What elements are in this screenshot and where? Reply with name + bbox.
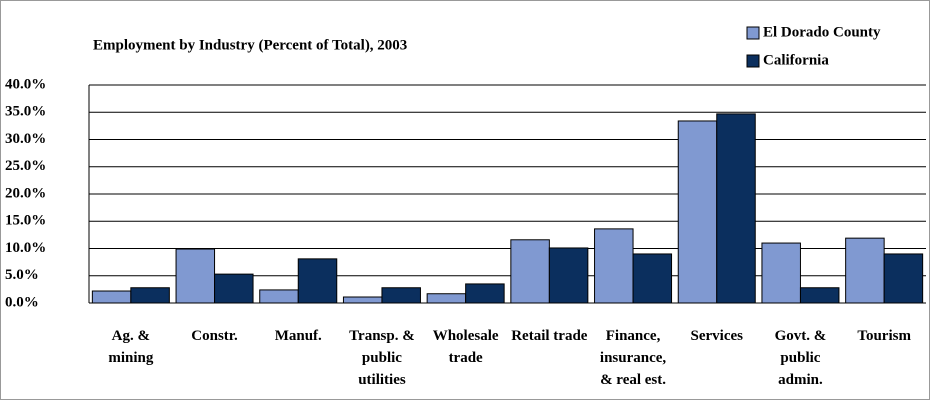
legend-label: El Dorado County [763,24,881,40]
y-tick-label: 5.0% [5,267,39,283]
bar [548,247,589,304]
legend-label: California [763,52,829,68]
x-tick-label: Tourism [857,328,911,344]
bar [632,253,673,304]
y-tick-label: 15.0% [5,213,46,229]
bar [510,239,550,304]
bar [426,293,467,304]
y-tick-label: 10.0% [5,240,46,256]
x-tick-label: Manuf. [274,328,322,344]
bar [130,287,170,304]
bar [214,273,254,304]
y-tick-label: 35.0% [5,104,46,120]
x-tick-label: Services [690,328,743,344]
y-tick-label: 20.0% [5,185,46,201]
bar [91,290,132,304]
bar [594,228,634,304]
bar [342,296,383,304]
bar [175,248,216,304]
bar [883,253,924,304]
x-tick-label: Wholesale trade [432,328,499,366]
legend-swatch [746,54,760,68]
y-tick-label: 25.0% [5,158,46,174]
y-tick-label: 40.0% [5,76,46,92]
bar [677,120,718,304]
y-tick-label: 0.0% [5,294,39,310]
x-tick-label: Govt. & public admin. [774,328,827,388]
chart-title: Employment by Industry (Percent of Total… [93,37,407,53]
legend-swatch [746,26,760,40]
bar [381,287,421,304]
x-tick-label: Transp. & public utilities [349,328,415,388]
bar [799,287,840,304]
bar [716,113,756,304]
x-tick-label: Finance, insurance, & real est. [599,328,667,388]
bar [761,242,801,304]
y-tick-label: 30.0% [5,131,46,147]
x-tick-label: Retail trade [511,328,588,344]
x-tick-label: Constr. [191,328,238,344]
x-tick-label: Ag. & mining [108,328,154,366]
bar [259,289,299,304]
bar [297,258,338,304]
bar [845,237,885,304]
bar [465,283,505,304]
